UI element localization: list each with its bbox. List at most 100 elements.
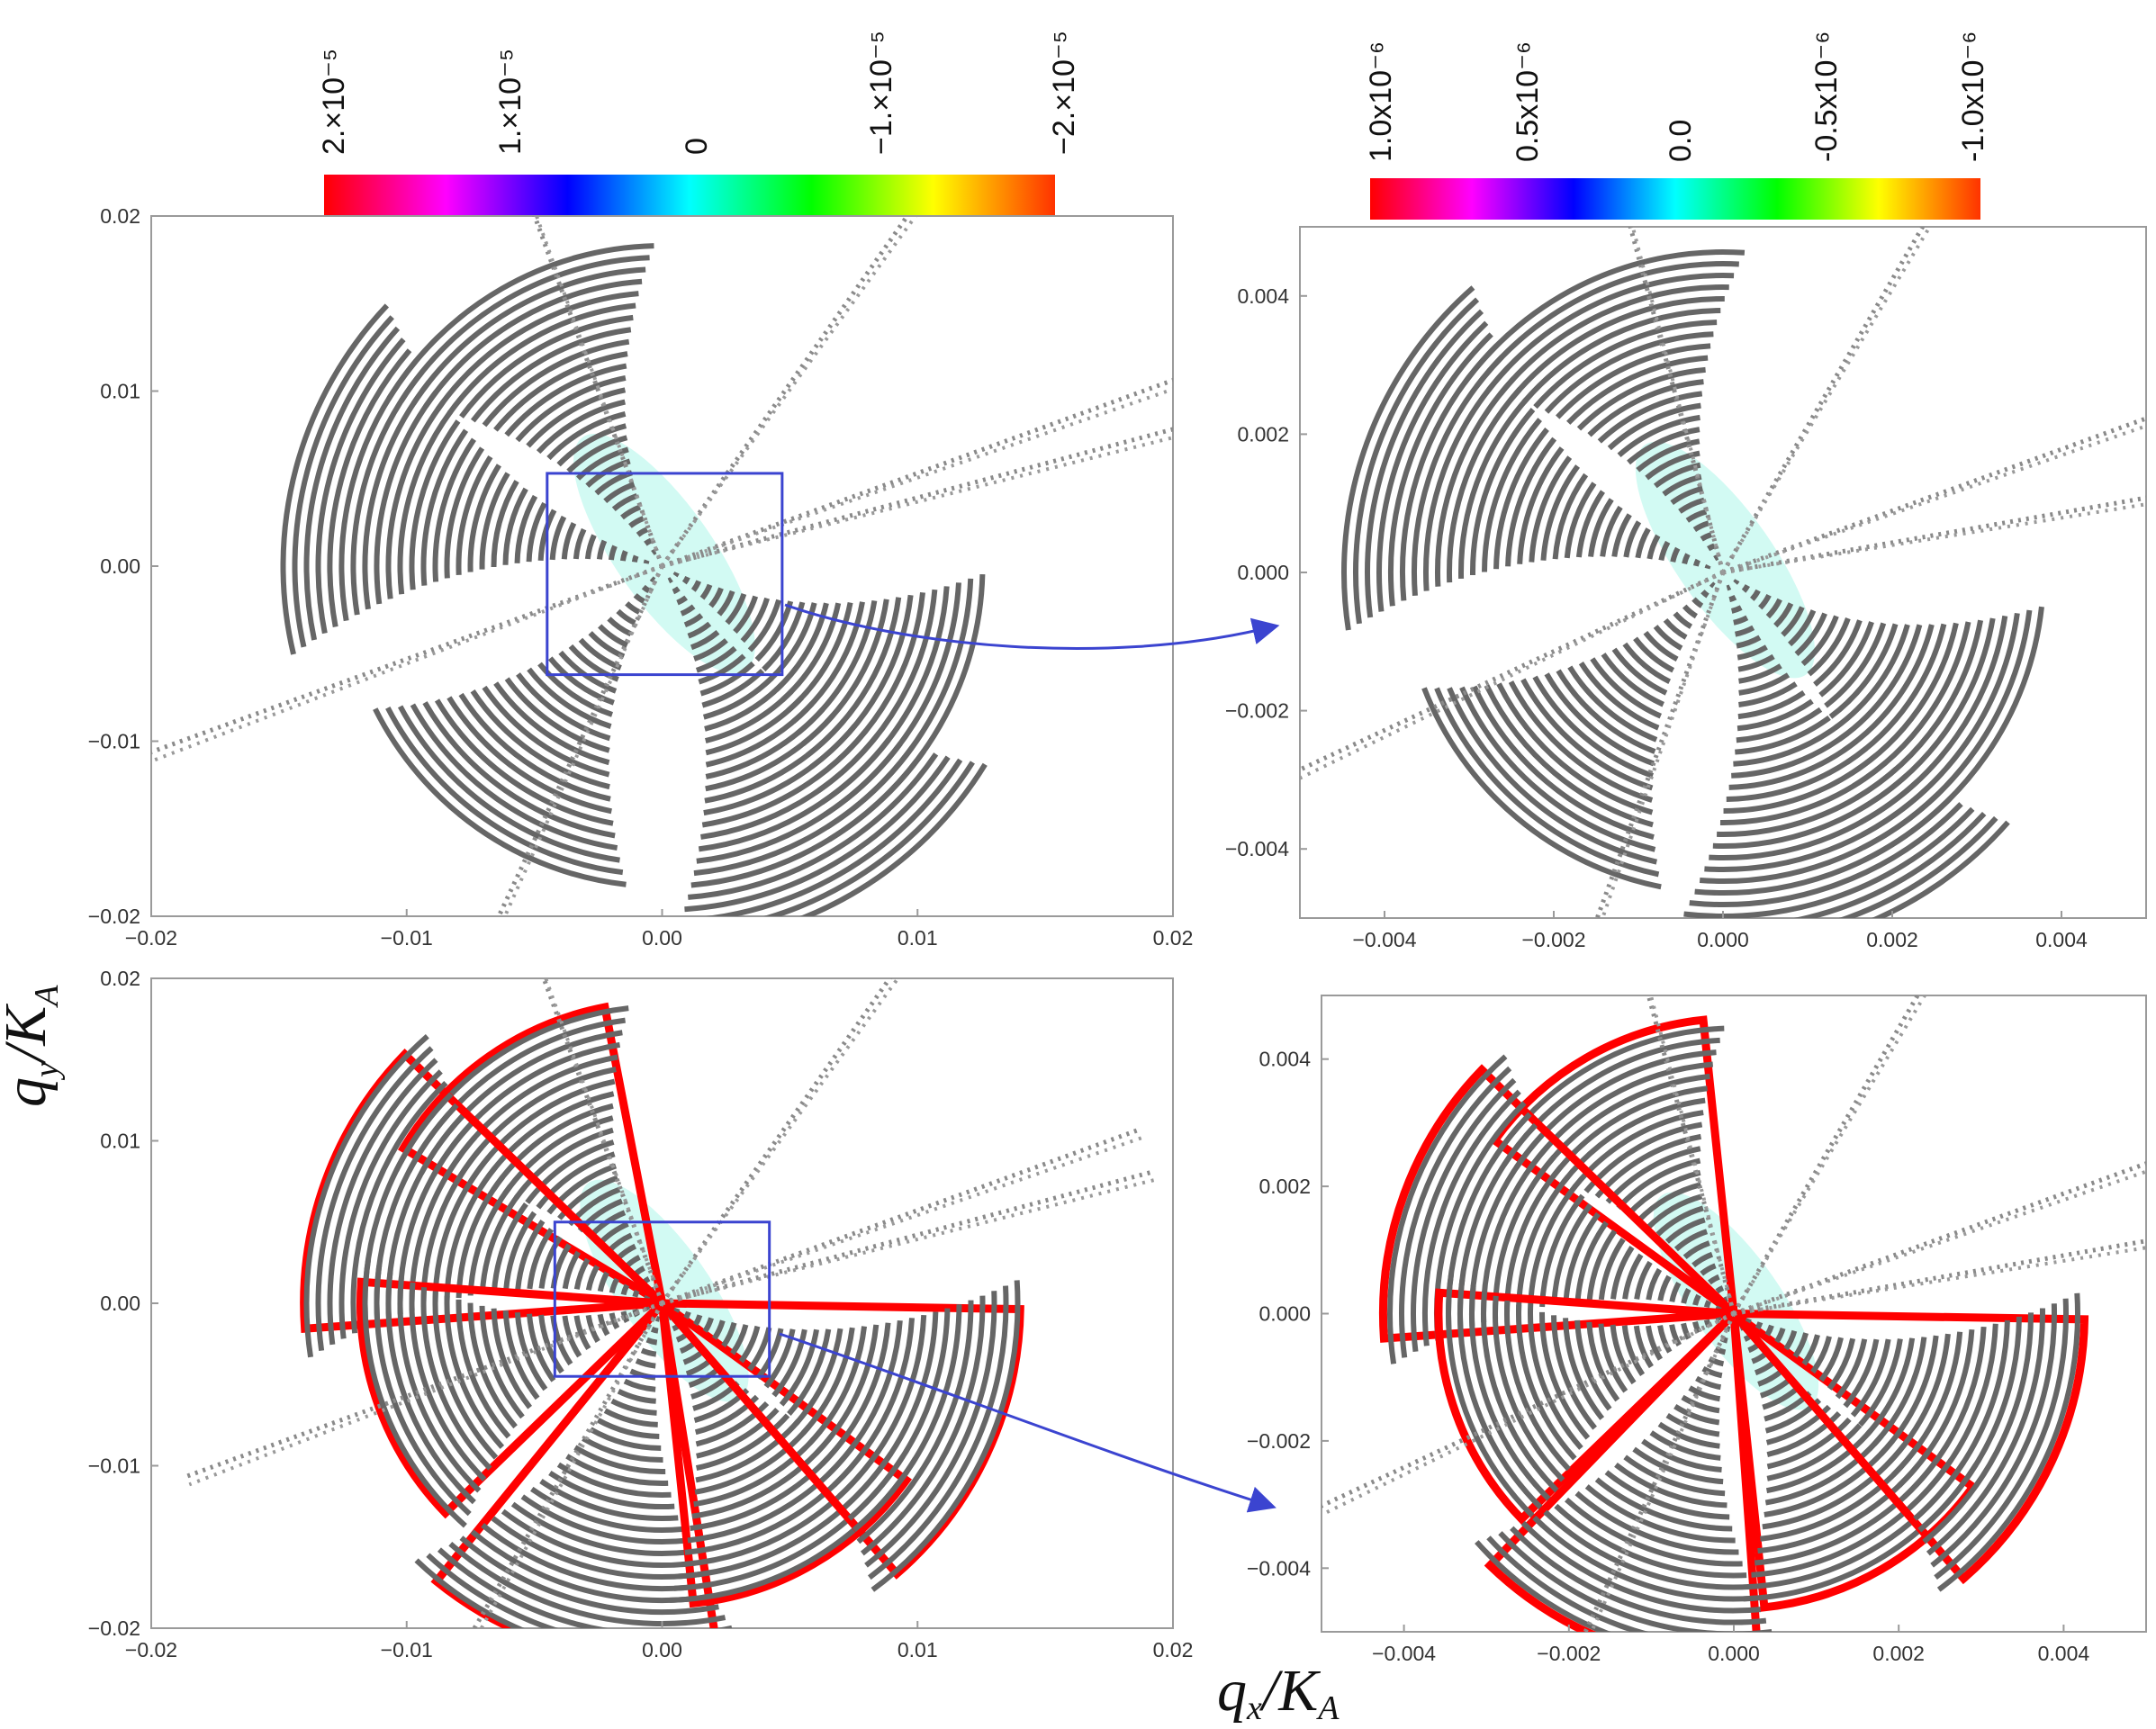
lobe-edge — [1378, 1064, 1744, 1343]
stripe — [1936, 1292, 2080, 1592]
stripe — [807, 1326, 868, 1445]
striped-lobe — [1341, 285, 1711, 631]
stripe — [1575, 490, 1605, 558]
x-axis-title-den: /K — [1258, 1658, 1321, 1724]
stripe — [1858, 1338, 1903, 1427]
stripe — [1765, 598, 1782, 619]
stripe — [350, 1080, 448, 1334]
stripe — [1517, 446, 1565, 564]
stripe — [1574, 1490, 1739, 1555]
stripe — [1700, 532, 1712, 542]
stripe — [1598, 1323, 1628, 1393]
stripe — [1862, 609, 2033, 851]
x-tick-label: 0.000 — [1697, 928, 1749, 951]
panel-bottom-right: −0.004 −0.002 0.000 0.002 0.004 −0.004 −0.002 0… — [1247, 995, 2147, 1665]
stripe — [1737, 690, 1806, 720]
dotted-ray — [188, 1301, 663, 1487]
stripe — [1885, 1333, 1951, 1467]
stripe — [1861, 612, 2020, 838]
panel-bottom-left: −0.02 −0.01 0.00 0.01 0.02 −0.02 −0.01 0.00 0.01… — [88, 967, 1194, 1661]
stripe — [422, 701, 616, 839]
stripe — [1737, 653, 1775, 672]
stripe — [694, 1394, 760, 1436]
stripe — [1670, 546, 1681, 563]
x-tick-label: −0.004 — [1353, 928, 1417, 951]
stripe — [350, 369, 425, 616]
stripe — [1610, 1246, 1635, 1300]
x-tick-label: −0.002 — [1522, 928, 1586, 951]
zoom-box — [553, 1220, 771, 1378]
stripe — [493, 351, 628, 432]
stripe — [1691, 1251, 1714, 1268]
stripe — [1669, 1324, 1682, 1346]
stripe — [694, 1424, 812, 1495]
stripe — [1764, 1434, 1884, 1506]
stripe — [681, 758, 963, 916]
stripe — [814, 1324, 880, 1455]
stripe — [1616, 1157, 1701, 1211]
y-tick-label: 0.01 — [100, 380, 140, 403]
stripe — [1738, 663, 1782, 684]
y-tick-label: 0.000 — [1258, 1302, 1311, 1326]
stripe — [1766, 1423, 1863, 1481]
stripe — [479, 472, 510, 570]
striped-lobe — [280, 303, 650, 655]
stripe — [1590, 657, 1662, 719]
stripe — [1818, 621, 1874, 698]
striped-lobe — [373, 576, 656, 887]
stripe — [1399, 1066, 1512, 1358]
stripe — [774, 602, 829, 692]
stripe — [1341, 285, 1475, 631]
stripe — [362, 1258, 467, 1528]
stripe — [327, 348, 412, 627]
stripe — [1576, 366, 1706, 431]
stripe — [632, 1289, 640, 1298]
stripe — [504, 363, 627, 437]
stripe — [768, 602, 817, 682]
colorbar-left-label-0: 2.×10⁻⁵ — [317, 49, 351, 155]
stripe — [1917, 1316, 2022, 1533]
stripe — [603, 1408, 658, 1427]
stripe — [315, 1046, 434, 1352]
stripe — [1745, 1318, 1752, 1324]
stripe — [1709, 581, 1716, 589]
stripe — [575, 446, 629, 481]
colorbar-left-label-4: −2.×10⁻⁵ — [1047, 31, 1081, 155]
stripe — [1664, 820, 2010, 918]
stripe — [470, 689, 610, 790]
y-tick-label: 0.00 — [100, 554, 140, 578]
dotted-ray — [1722, 424, 2146, 574]
stripe — [1635, 527, 1651, 559]
stripe — [1412, 355, 1504, 597]
plot-area — [183, 978, 1160, 1628]
x-tick-label: −0.004 — [1372, 1642, 1436, 1665]
lobe-edge — [1484, 1304, 1764, 1632]
colorbar-right-gradient — [1370, 178, 1980, 220]
stripe — [1750, 589, 1761, 601]
stripe — [444, 1165, 498, 1301]
stripe — [374, 390, 438, 605]
x-tick-label: −0.01 — [381, 1638, 433, 1661]
colorbar-right-label-0: 1.0x10⁻⁶ — [1364, 41, 1398, 162]
stripe — [1818, 1337, 1844, 1382]
stripe — [423, 278, 643, 409]
stripe — [1725, 1325, 1731, 1332]
stripe — [860, 1295, 986, 1556]
stripe — [1872, 1337, 1927, 1446]
striped-lobe — [1733, 579, 2044, 863]
stripe — [1422, 1089, 1521, 1346]
stripe — [1788, 609, 1817, 647]
stripe — [491, 1202, 528, 1292]
stripe — [708, 587, 724, 608]
stripe — [864, 1291, 997, 1568]
x-tick-label: 0.004 — [2035, 928, 2088, 951]
stripe — [672, 572, 680, 578]
panel-top-left: −0.02 −0.01 0.00 0.01 0.02 −0.02 −0.01 0.00 0.01… — [88, 204, 1194, 950]
stripe — [796, 599, 878, 735]
stripe — [516, 672, 611, 742]
stripe — [1376, 320, 1489, 612]
stripe — [546, 410, 627, 461]
stripe — [1533, 320, 1718, 410]
stripe — [1843, 1338, 1880, 1409]
stripe — [515, 1219, 546, 1291]
